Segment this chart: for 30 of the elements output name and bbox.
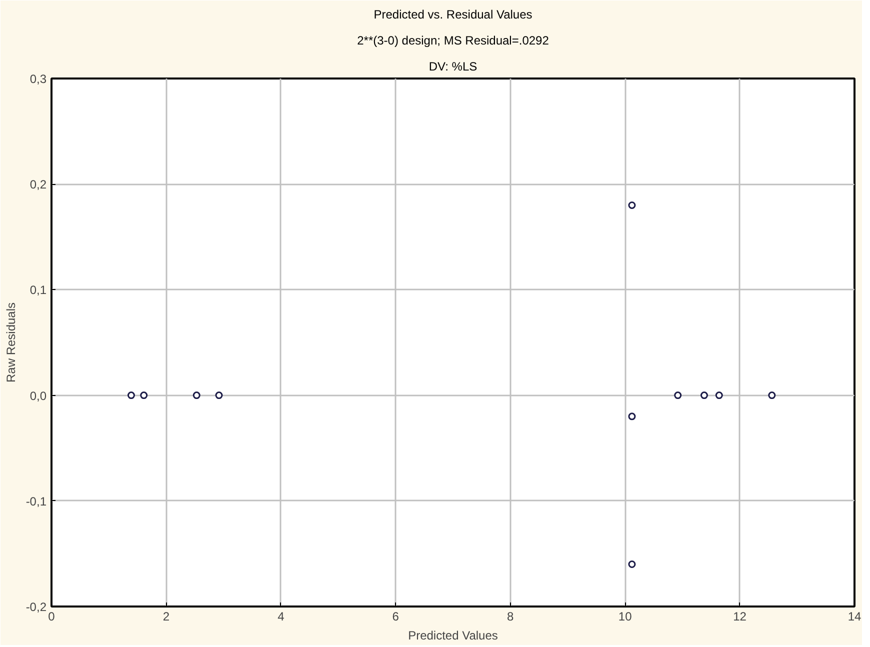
chart-title: Predicted vs. Residual Values [374,8,532,22]
point [127,392,135,400]
point [628,412,636,420]
text: DV: %LS [428,60,478,74]
x-axis-title: Predicted Values [408,628,498,642]
point [674,392,682,400]
x-tick-label: 2 [162,610,170,624]
point [215,392,223,400]
x-tick-label: 8 [507,610,514,624]
point [628,201,636,209]
y-tick-label: -0,2 [26,600,47,614]
x-tick-label: 10 [618,610,632,624]
x-tick-label: 4 [278,610,285,624]
x-tick-label: 0 [48,610,56,624]
point [628,560,636,568]
y-tick-label: 0,0 [30,388,47,403]
chart-subtitle: 2**(3-0) design; MS Residual=.0292 [357,34,550,48]
x-tick-label: 14 [848,610,862,624]
y-tick-label: 0,2 [30,178,47,192]
y-tick-label: 0,3 [30,72,47,86]
point [768,392,776,400]
x-tick-label: 12 [733,610,747,624]
point [700,392,708,400]
y-tick-label: -0,1 [26,494,47,508]
y-tick-label: 0,1 [30,283,47,298]
point [715,392,723,400]
x-tick-label: 6 [392,610,400,624]
y-axis-title: Raw Residuals [4,302,18,383]
point [192,392,200,400]
point [140,392,148,400]
